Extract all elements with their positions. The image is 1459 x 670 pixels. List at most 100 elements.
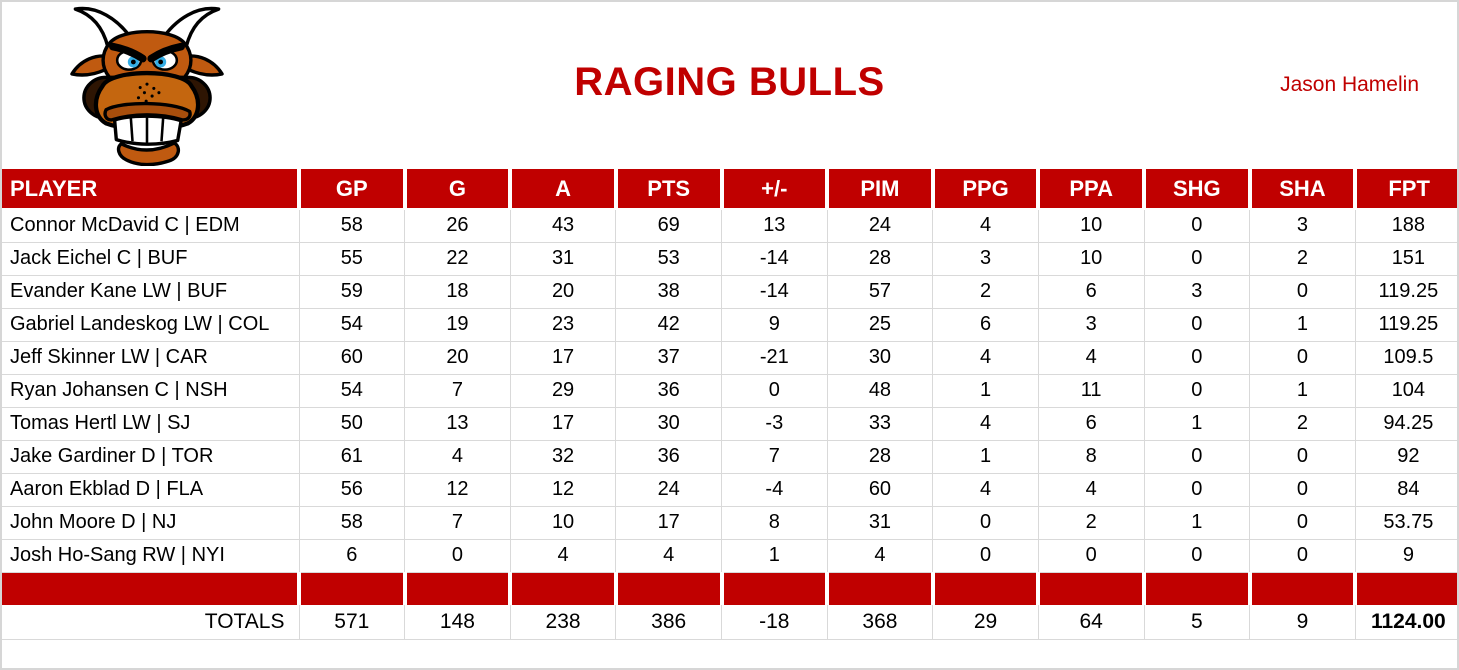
stat-cell: 109.5 [1354,341,1457,375]
separator-row [2,572,1457,605]
player-row: Jake Gardiner D | TOR 61 4 32 36 7 28 1 8 0 0 92 [2,440,1457,474]
totals-cell: 9 [1249,605,1356,640]
totals-cell: 5 [1143,605,1250,640]
separator-cell [930,572,1039,605]
stat-cell: 9 [721,308,828,342]
stat-cell: 1 [721,539,828,573]
stat-cell: -21 [721,341,828,375]
stat-cell: 42 [615,308,722,342]
stat-cell: 31 [826,506,933,540]
player-name-cell: Evander Kane LW | BUF [2,275,299,309]
stat-cell: 2 [932,275,1039,309]
player-row: Evander Kane LW | BUF 59 18 20 38 -14 57 2 6 3 0 11… [2,275,1457,309]
stat-cell: 4 [932,209,1039,243]
stat-cell: 22 [404,242,511,276]
stat-cell: 2 [1037,506,1144,540]
stat-cell: 10 [509,506,616,540]
stat-cell: 30 [615,407,722,441]
separator-cell [613,572,722,605]
stat-cell: 13 [404,407,511,441]
owner-name: Jason Hamelin [1280,73,1419,96]
stat-cell: 1 [932,440,1039,474]
stat-cell: 33 [826,407,933,441]
stat-cell: 59 [298,275,405,309]
stat-cell: 20 [509,275,616,309]
stat-cell: 18 [404,275,511,309]
stat-cell: 0 [1249,275,1356,309]
stat-cell: 0 [1143,209,1250,243]
stat-cell: 48 [826,374,933,408]
stat-cell: 0 [1249,506,1356,540]
totals-label: TOTALS [2,605,299,640]
stat-cell: 11 [1037,374,1144,408]
stat-cell: 13 [721,209,828,243]
player-name-cell: Ryan Johansen C | NSH [2,374,299,408]
player-row: Connor McDavid C | EDM 58 26 43 69 13 24 4 10 0 3 1… [2,209,1457,243]
stat-cell: 28 [826,440,933,474]
report-header: RAGING BULLS Jason Hamelin [2,2,1457,169]
player-stats-table: PLAYER GP G A PTS +/- PIM PPG PPA SHG SHA FPT Conno… [2,169,1457,640]
bull-head-icon [70,6,224,166]
separator-cell [1247,572,1356,605]
stat-cell: -14 [721,275,828,309]
stat-cell: 36 [615,440,722,474]
stat-cell: 0 [721,374,828,408]
stat-cell: 57 [826,275,933,309]
stat-cell: 55 [298,242,405,276]
stat-cell: 53 [615,242,722,276]
stat-cell: 0 [1143,473,1250,507]
separator-cell [719,572,828,605]
player-name-cell: Connor McDavid C | EDM [2,209,299,243]
stat-cell: 61 [298,440,405,474]
stat-cell: 4 [932,407,1039,441]
stat-cell: 10 [1037,209,1144,243]
stat-cell: 0 [1249,341,1356,375]
stat-cell: 0 [1249,473,1356,507]
player-name-cell: Josh Ho-Sang RW | NYI [2,539,299,573]
stat-cell: 0 [1249,440,1356,474]
stat-cell: 104 [1354,374,1457,408]
stat-cell: 38 [615,275,722,309]
stat-cell: 6 [1037,275,1144,309]
stat-cell: 1 [1249,374,1356,408]
stat-cell: 60 [826,473,933,507]
separator-cell [1353,572,1457,605]
stat-cell: 50 [298,407,405,441]
stat-cell: 60 [298,341,405,375]
totals-cell: -18 [721,605,828,640]
stat-cell: 2 [1249,242,1356,276]
stat-cell: 24 [615,473,722,507]
stats-header-row: PLAYER GP G A PTS +/- PIM PPG PPA SHG SHA FPT [2,169,1457,210]
totals-cell: 29 [932,605,1039,640]
stat-cell: 3 [1037,308,1144,342]
stat-cell: 17 [615,506,722,540]
stat-cell: 43 [509,209,616,243]
stat-cell: 0 [1143,440,1250,474]
stat-cell: 0 [1249,539,1356,573]
separator-cell [402,572,511,605]
stat-cell: 24 [826,209,933,243]
stat-cell: 151 [1354,242,1457,276]
stat-cell: 0 [932,506,1039,540]
stat-cell: 20 [404,341,511,375]
stat-cell: 12 [404,473,511,507]
player-name-cell: Gabriel Landeskog LW | COL [2,308,299,342]
stat-cell: 0 [932,539,1039,573]
stat-cell: 1 [1143,506,1250,540]
stat-cell: 19 [404,308,511,342]
stat-cell: 37 [615,341,722,375]
stat-cell: 4 [509,539,616,573]
stat-cell: 3 [1143,275,1250,309]
stat-cell: 54 [298,308,405,342]
stat-cell: 4 [404,440,511,474]
player-row: Josh Ho-Sang RW | NYI 6 0 4 4 1 4 0 0 0 0 9 [2,539,1457,573]
stat-cell: 4 [932,473,1039,507]
player-row: Jeff Skinner LW | CAR 60 20 17 37 -21 30 4 4 0 0 10… [2,341,1457,375]
stat-cell: 0 [1143,539,1250,573]
stat-cell: 36 [615,374,722,408]
stat-cell: 30 [826,341,933,375]
stat-cell: 0 [1143,341,1250,375]
column-header-gp: GP [297,169,405,210]
column-header-player: PLAYER [2,169,299,210]
